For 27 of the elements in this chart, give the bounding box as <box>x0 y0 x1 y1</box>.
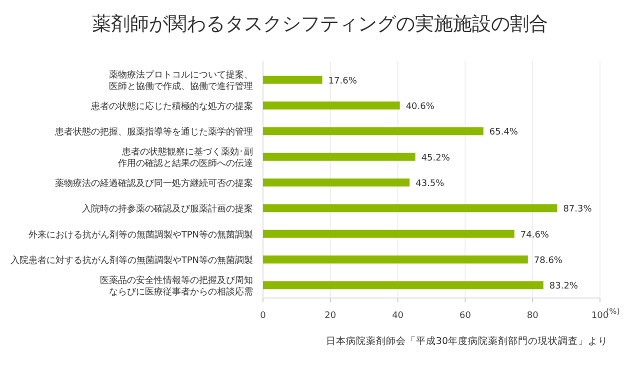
category: 医薬品の安全性情報等の把握及び周知ならびに医療従事者からの相談応需 <box>100 276 253 298</box>
value-label: 40.6% <box>406 102 434 112</box>
xtick: 80 <box>526 311 538 321</box>
category: 入院時の持参薬の確認及び服薬計画の提案 <box>82 204 253 215</box>
xtick: 0 <box>260 311 266 321</box>
value-label: 43.5% <box>416 179 444 189</box>
category: 薬物療法プロトコルについて提案、医師と協働で作成、協働で進行管理 <box>109 70 253 92</box>
xtick: 20 <box>324 311 336 321</box>
category: 入院患者に対する抗がん剤等の無菌調製やTPN等の無菌調製 <box>10 256 253 266</box>
value-label: 74.6% <box>520 230 549 240</box>
xtick: 100 <box>591 311 609 321</box>
category: 患者の状態観察に基づく薬効･副作用の確認と結果の医師への伝達 <box>118 148 253 169</box>
value-label: 17.6% <box>328 76 357 86</box>
category: 患者状態の把握、服薬指導等を通じた薬学的管理 <box>55 128 253 138</box>
value-label: 65.4% <box>489 128 518 138</box>
title: 薬剤師が関わるタスクシフティングの実施施設の割合 <box>92 13 548 35</box>
xtick: 40 <box>392 311 404 321</box>
value-label: 83.2% <box>549 282 578 292</box>
value-label: 78.6% <box>534 256 562 266</box>
category: 患者の状態に応じた積極的な処方の提案 <box>91 102 253 112</box>
value-label: 87.3% <box>563 204 592 215</box>
xlabel: (%) <box>606 307 620 316</box>
category: 薬物療法の経過確認及び同一処方継続可否の提案 <box>55 179 253 189</box>
category: 外来における抗がん剤等の無菌調製やTPN等の無菌調製 <box>28 230 253 240</box>
xtick: 60 <box>459 311 471 321</box>
annotation: 日本病院薬剤師会「平成30年度病院薬剤部門の現状調査」より <box>326 336 608 347</box>
value-label: 45.2% <box>421 153 450 164</box>
